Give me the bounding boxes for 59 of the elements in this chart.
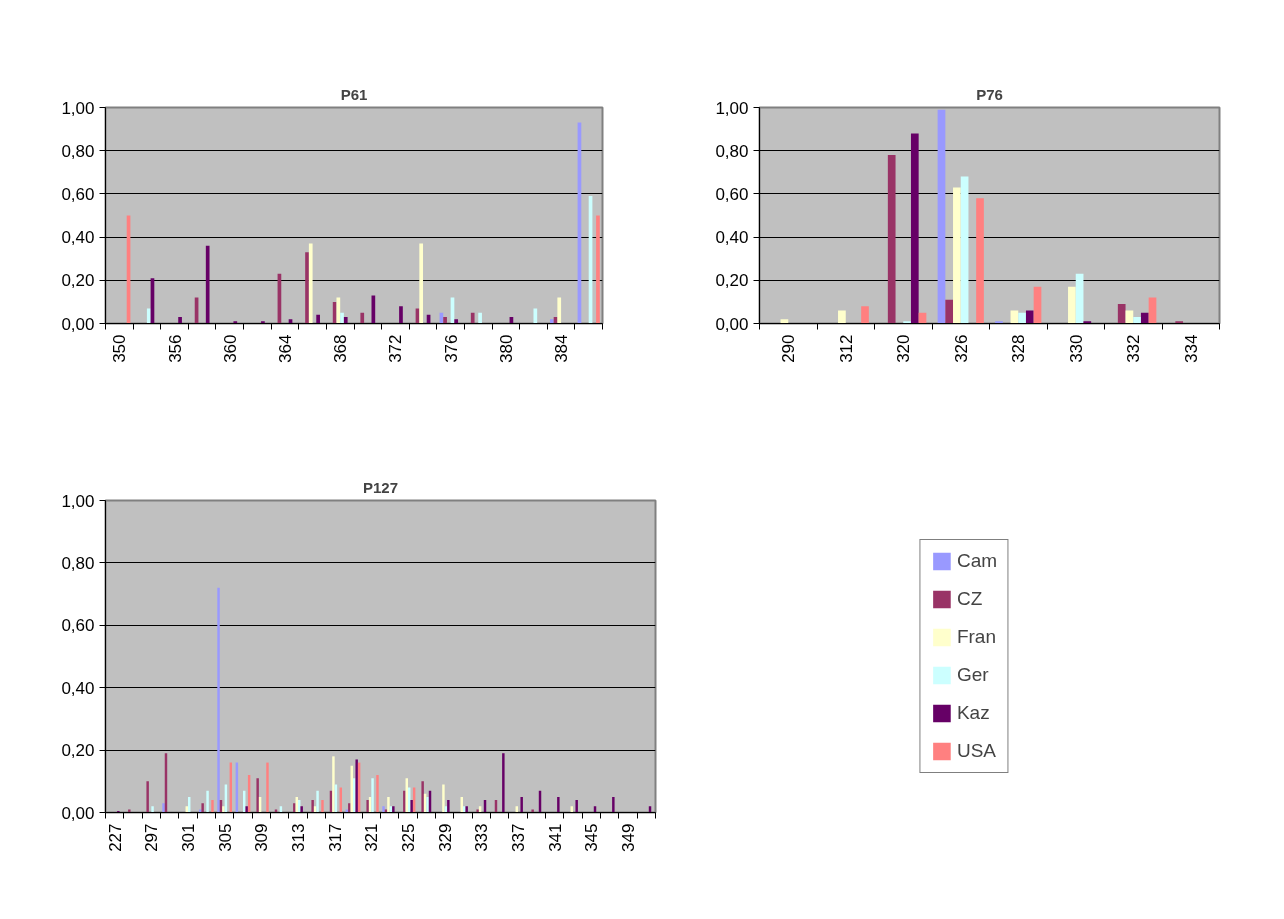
- x-tick-label: 380: [496, 334, 516, 363]
- x-tick-label: 337: [509, 823, 528, 852]
- x-tick-label: 297: [142, 823, 162, 852]
- y-tick-label: 0,80: [715, 141, 749, 161]
- y-tick-label: 0,00: [61, 803, 95, 823]
- y-tick-label: 0,60: [715, 184, 749, 204]
- legend-label: Cam: [956, 550, 998, 572]
- x-tick-label: 356: [165, 334, 185, 363]
- x-tick-label: 317: [325, 823, 345, 852]
- y-tick-label: 1,00: [61, 491, 95, 511]
- x-tick-label: 334: [1181, 334, 1201, 363]
- x-tick-label: 325: [399, 823, 418, 852]
- x-tick-label: 290: [779, 334, 799, 363]
- legend-label: Fran: [956, 626, 997, 648]
- x-tick-label: 376: [441, 334, 461, 363]
- x-tick-label: 320: [894, 334, 914, 363]
- y-tick-label: 0,40: [715, 228, 749, 248]
- x-tick-label: 312: [836, 334, 856, 363]
- y-tick-label: 0,80: [61, 553, 95, 573]
- x-tick-label: 328: [1009, 334, 1029, 363]
- x-tick-label: 384: [552, 334, 572, 363]
- y-tick-label: 0,40: [61, 678, 95, 698]
- x-tick-label: 329: [435, 823, 455, 852]
- legend-label: CZ: [956, 588, 983, 610]
- y-tick-label: 0,20: [61, 741, 95, 761]
- x-tick-label: 227: [105, 823, 125, 852]
- x-tick-label: 326: [951, 334, 971, 363]
- x-tick-label: 368: [331, 334, 351, 363]
- x-tick-label: 333: [472, 823, 492, 852]
- y-tick-label: 1,00: [61, 98, 95, 118]
- x-tick-label: 309: [252, 823, 272, 852]
- y-tick-label: 0,20: [61, 271, 95, 291]
- x-tick-label: 330: [1066, 334, 1086, 363]
- x-tick-label: 305: [215, 823, 235, 852]
- x-tick-label: 332: [1124, 334, 1144, 363]
- legend-label: Kaz: [956, 702, 990, 724]
- chart-title: P127: [362, 478, 399, 496]
- x-tick-label: 349: [619, 823, 638, 852]
- x-tick-label: 345: [582, 823, 602, 852]
- x-tick-label: 301: [179, 823, 198, 852]
- y-tick-label: 0,80: [61, 141, 95, 161]
- chart-title: P76: [976, 85, 1003, 103]
- y-tick-label: 0,60: [61, 184, 95, 204]
- y-tick-label: 0,60: [61, 616, 95, 636]
- y-tick-label: 0,00: [715, 314, 749, 334]
- legend-label: USA: [956, 740, 997, 762]
- chart-title: P61: [340, 85, 368, 103]
- x-tick-label: 372: [386, 334, 406, 363]
- y-tick-label: 1,00: [715, 98, 749, 118]
- y-tick-label: 0,40: [61, 228, 95, 248]
- x-tick-label: 364: [275, 334, 295, 363]
- x-tick-label: 313: [289, 823, 308, 852]
- x-tick-label: 360: [220, 334, 240, 363]
- x-tick-label: 350: [110, 334, 130, 363]
- x-tick-label: 321: [362, 823, 382, 852]
- y-tick-label: 0,20: [715, 271, 749, 291]
- x-tick-label: 341: [545, 823, 565, 852]
- legend-label: Ger: [956, 664, 989, 686]
- y-tick-label: 0,00: [61, 314, 95, 334]
